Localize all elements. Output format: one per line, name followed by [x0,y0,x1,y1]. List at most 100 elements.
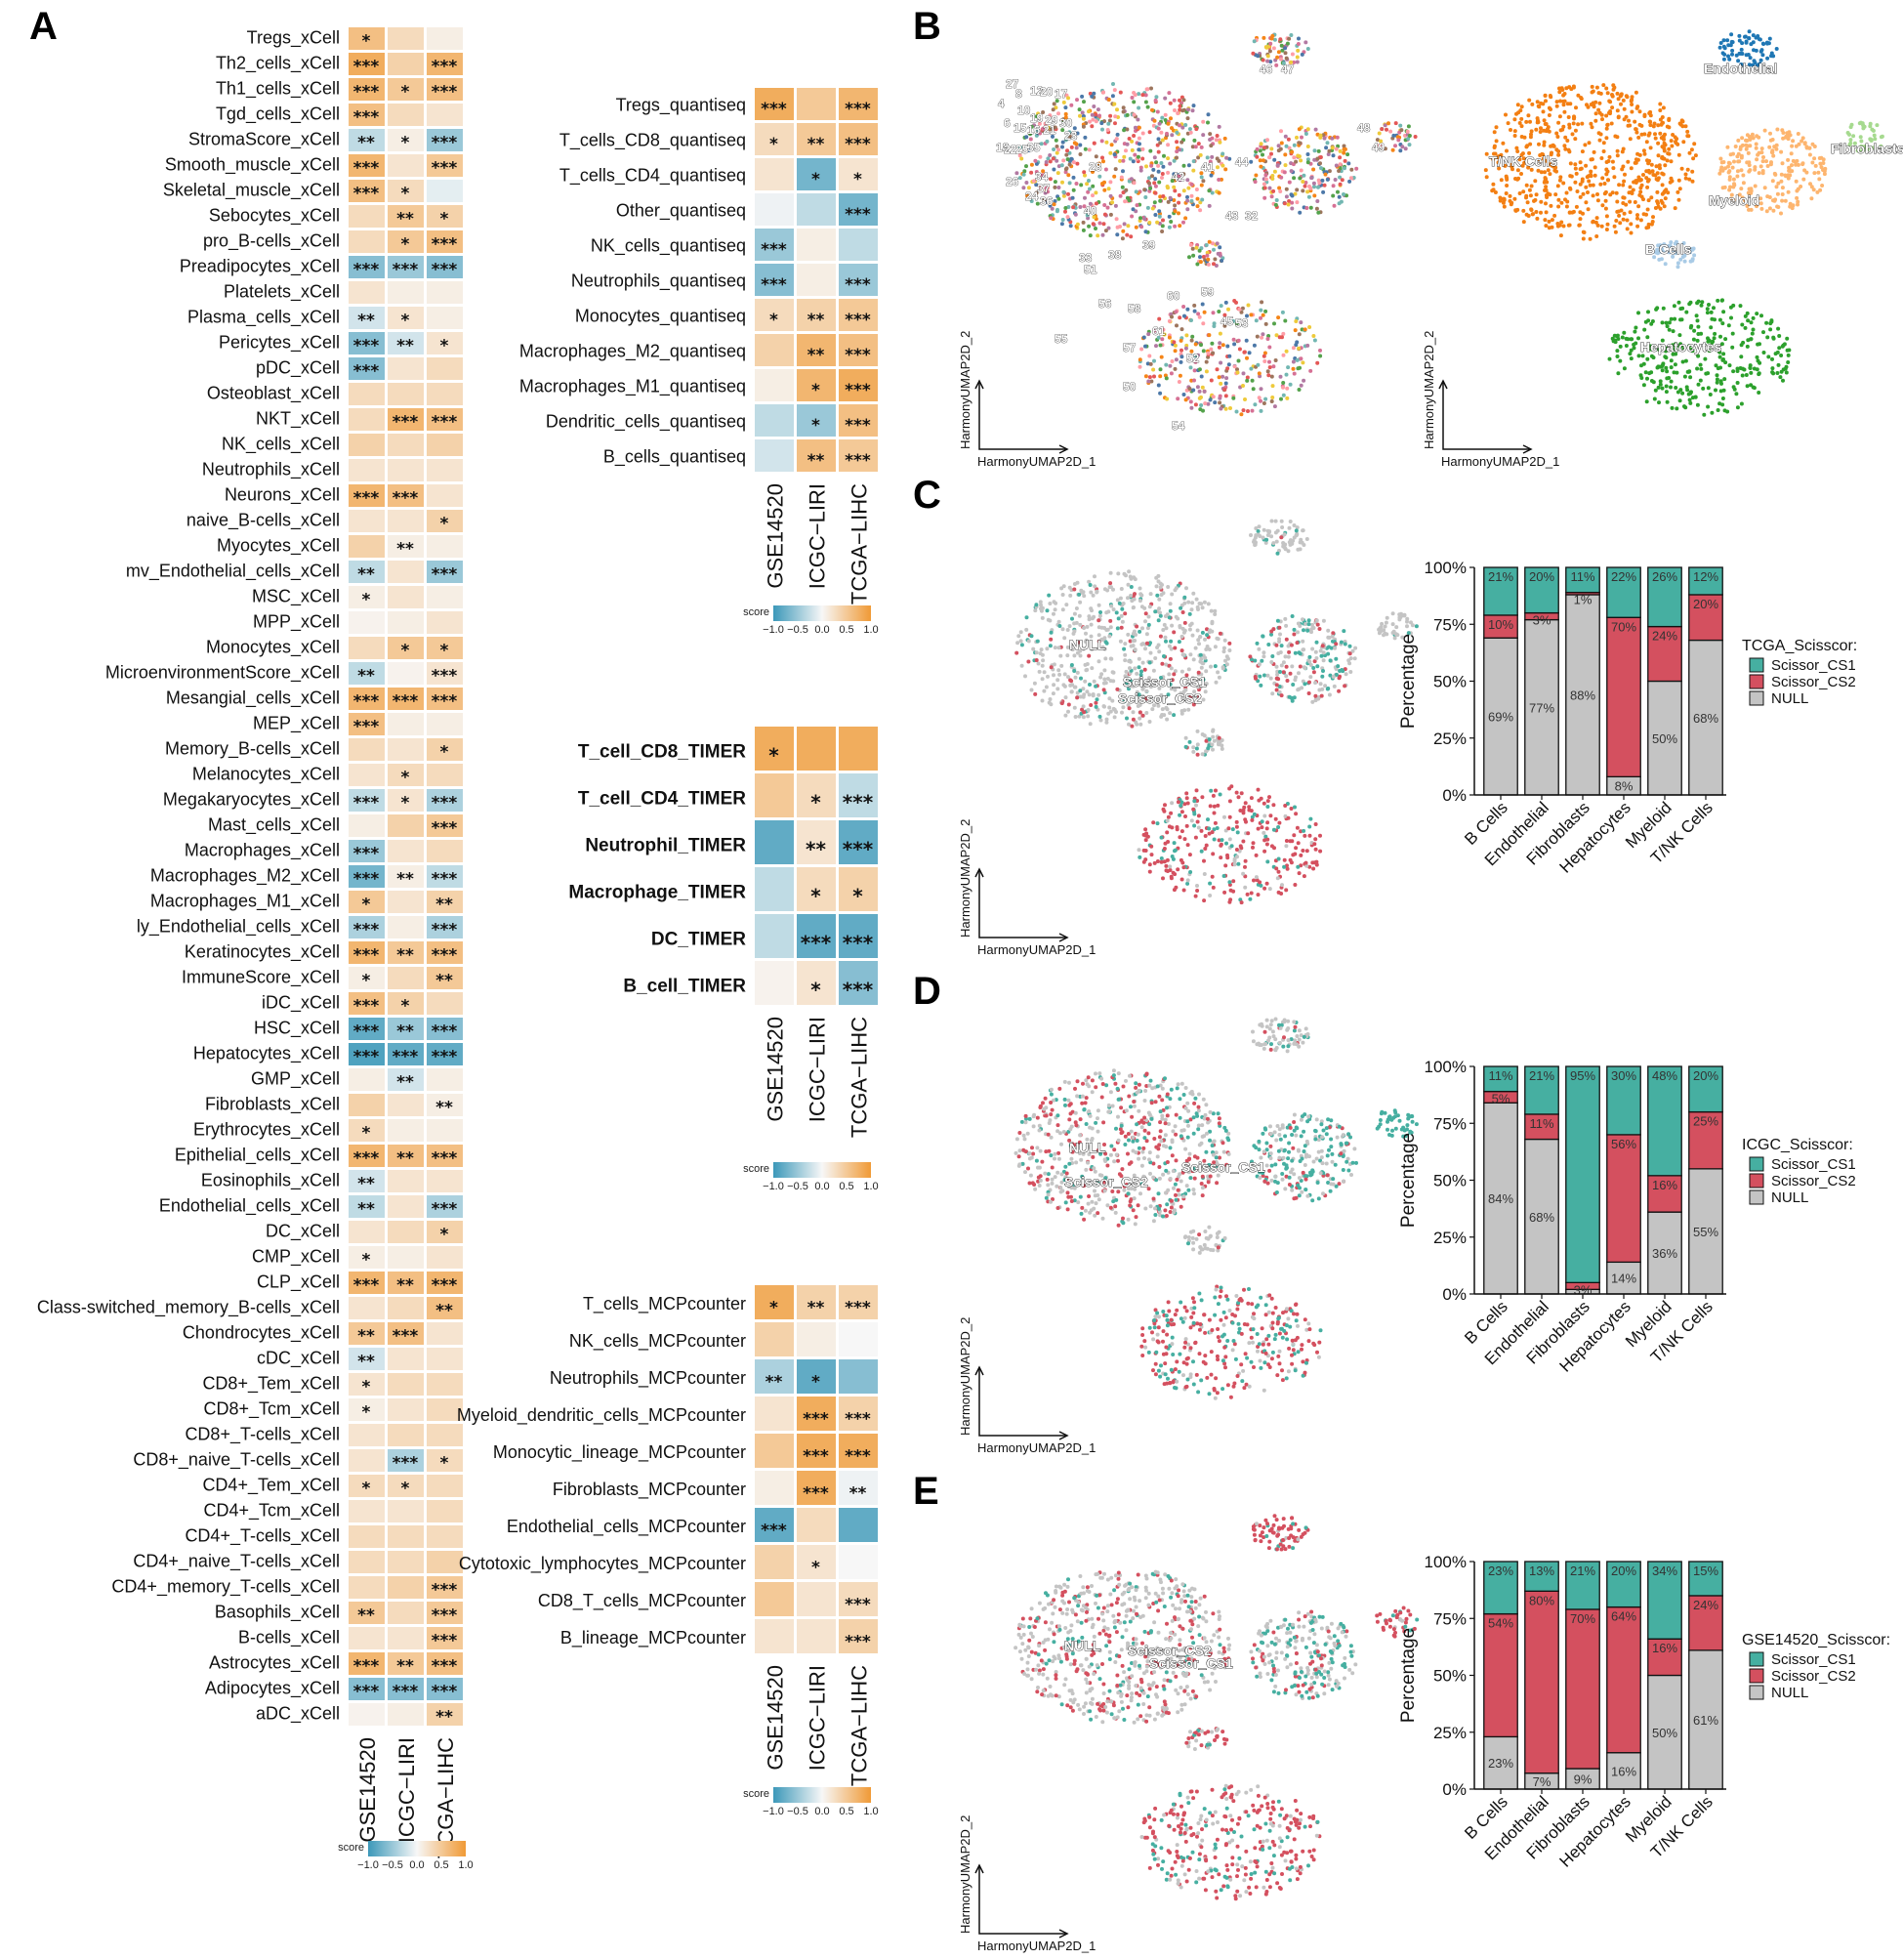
umap-point [1745,311,1750,315]
heatmap-cell [388,459,424,481]
umap-point [1400,145,1405,149]
cluster-label: 45 [1220,314,1234,328]
legend-tick: 0.0 [814,624,829,636]
umap-point [1165,830,1170,835]
umap-point [1760,53,1765,58]
umap-point [1301,188,1305,193]
umap-point [1211,311,1216,315]
umap-point [1067,134,1072,139]
umap-point [1095,697,1099,702]
umap-point [1134,225,1138,229]
umap-point [1559,200,1564,205]
heatmap-cell [388,1043,424,1065]
heatmap-cell [839,404,878,437]
significance-stars: *** [353,996,380,1016]
umap-point [1041,169,1046,174]
heatmap-cell [349,561,385,583]
umap-point [1232,856,1237,861]
umap-point [1077,107,1082,112]
umap-point [1669,139,1674,144]
umap-point [1191,168,1196,173]
umap-point [1779,149,1784,154]
umap-point [1140,626,1144,631]
umap-point [1065,148,1069,153]
umap-point [1616,209,1621,214]
umap-point [1615,349,1620,354]
umap-point [1786,353,1791,357]
umap-point [1060,607,1065,612]
umap-point [1756,342,1760,347]
umap-point [1158,343,1163,348]
umap-point [1143,1089,1148,1093]
umap-point [1186,107,1190,112]
heatmap-cell [388,510,424,532]
umap-point [1257,646,1262,651]
umap-point [1193,145,1198,149]
umap-point [1652,396,1657,401]
umap-point [1332,684,1337,688]
umap-point [1179,634,1184,639]
umap-point [1192,799,1197,804]
umap-point [1178,224,1182,229]
heatmap-cell [797,158,836,190]
umap-point [1169,220,1174,224]
umap-point [1683,358,1688,363]
umap-point [1728,43,1733,48]
umap-point [1730,345,1735,350]
umap-point [1296,48,1301,53]
heatmap-row-label: Basophils_xCell [215,1603,340,1623]
umap-point [1565,102,1570,106]
heatmap-cell [388,256,424,278]
umap-point [1053,125,1057,130]
umap-point [1177,1192,1181,1197]
umap-point [1156,149,1161,154]
umap-point [1632,346,1636,351]
umap-point [1143,611,1148,616]
umap-point [1644,140,1649,145]
umap-point [1267,155,1272,160]
umap-point [1286,202,1291,207]
heatmap-cell [349,1221,385,1243]
umap-point [1241,839,1246,844]
umap-point [1516,176,1521,181]
umap-point [1542,180,1547,185]
umap-point [1191,745,1196,750]
umap-point [1635,213,1639,218]
umap-point [1647,131,1652,136]
umap-point [1181,305,1186,309]
umap-point [1066,702,1071,707]
heatmap-cell [349,840,385,862]
significance-stars: * [440,514,449,533]
heatmap-cell [388,764,424,786]
significance-stars: *** [432,793,458,813]
umap-point [1607,356,1612,361]
heatmap-cell [427,104,463,126]
umap-point [1343,158,1347,163]
heatmap-cell [349,535,385,558]
significance-stars: *** [432,666,458,686]
umap-point [1589,103,1593,106]
umap-point [1281,670,1286,675]
umap-point [1745,133,1750,138]
umap-point [1737,33,1742,38]
umap-point [1264,881,1269,886]
umap-point [1639,376,1644,380]
umap-point [1202,858,1206,863]
umap-point [1049,630,1054,635]
umap-point [1156,163,1161,168]
umap-point [1048,644,1053,648]
umap-point [1612,224,1617,229]
umap-point [1077,613,1082,618]
umap-point [1169,876,1174,881]
umap-point [1167,225,1172,229]
umap-point [1230,827,1235,832]
heatmap-row-label: CD4+_T-cells_xCell [185,1526,340,1547]
umap-point [1413,135,1418,139]
umap-point [1190,334,1195,339]
umap-point [1140,1149,1145,1154]
umap-point [1506,121,1510,126]
umap-point [1271,46,1276,51]
umap-point [1210,136,1215,141]
heatmap-cell [839,727,878,771]
umap-point [1043,172,1048,177]
